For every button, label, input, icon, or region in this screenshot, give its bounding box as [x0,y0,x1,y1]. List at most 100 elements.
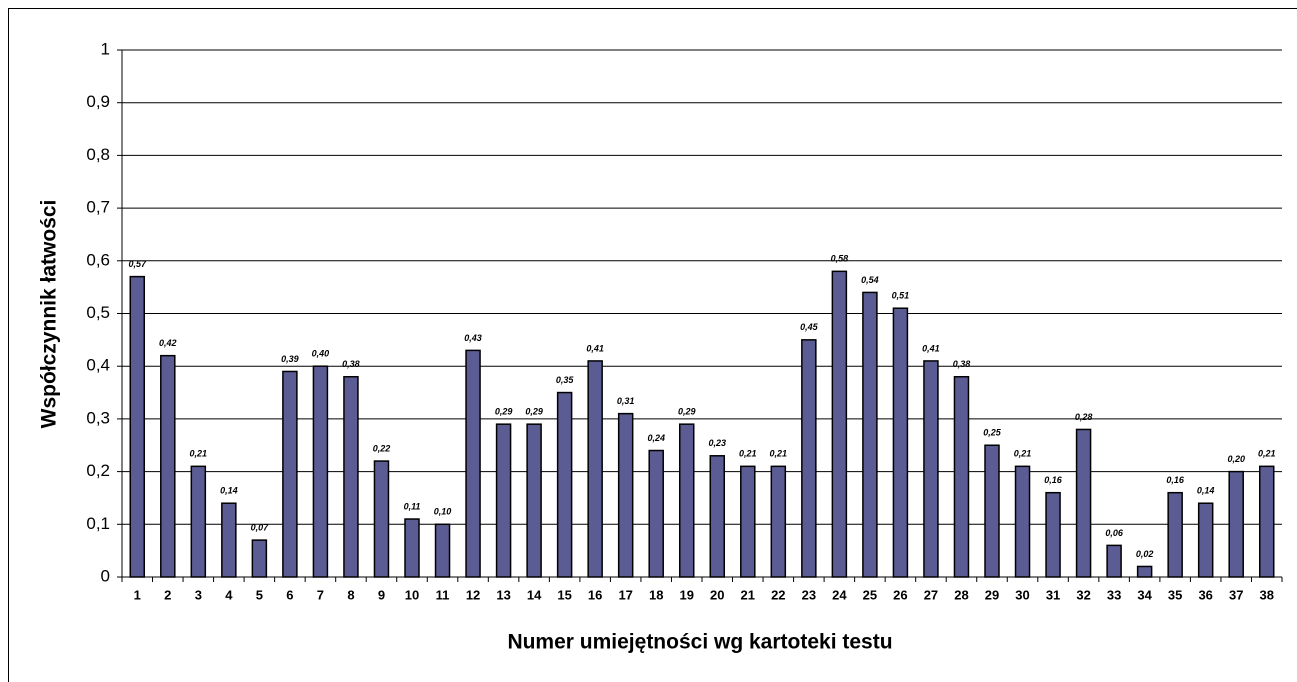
value-label: 0,29 [525,407,543,417]
bar [923,360,939,578]
x-tick-label: 1 [134,587,141,602]
value-label: 0,14 [1197,486,1215,496]
value-label: 0,21 [190,449,208,459]
x-tick-label: 24 [832,587,847,602]
value-label: 0,54 [861,275,879,285]
x-tick-label: 22 [771,587,785,602]
y-tick-label: 1 [101,39,110,58]
x-tick-label: 34 [1137,587,1152,602]
bar [373,460,390,578]
bar [1228,470,1244,578]
y-tick-label: 0,6 [86,250,110,269]
value-label: 0,14 [220,486,238,496]
y-tick-label: 0,2 [86,461,110,480]
value-label: 0,43 [464,333,482,343]
value-label: 0,28 [1075,412,1093,422]
x-tick-label: 19 [680,587,694,602]
bar [801,339,817,578]
value-label: 0,23 [708,438,726,448]
value-label: 0,21 [1014,449,1032,459]
x-tick-label: 26 [893,587,907,602]
bar [129,275,146,578]
value-label: 0,21 [739,449,757,459]
value-label: 0,21 [1258,449,1276,459]
x-tick-label: 36 [1198,587,1212,602]
x-tick-label: 30 [1015,587,1029,602]
bar [1258,465,1275,578]
x-tick-label: 8 [347,587,354,602]
x-tick-label: 6 [286,587,293,602]
x-tick-label: 31 [1046,587,1060,602]
value-label: 0,58 [831,254,849,264]
value-label: 0,29 [495,407,513,417]
bar [709,455,726,578]
value-label: 0,31 [617,396,635,406]
bar [740,465,756,578]
y-tick-label: 0,9 [86,92,110,111]
bar [526,423,542,578]
x-tick-label: 11 [436,587,450,602]
value-label: 0,38 [342,359,360,369]
x-tick-label: 4 [225,587,233,602]
value-label: 0,41 [586,343,604,353]
value-label: 0,42 [159,338,177,348]
x-tick-label: 32 [1076,587,1090,602]
x-tick-label: 20 [710,587,724,602]
x-tick-label: 10 [405,587,419,602]
bar [190,465,207,578]
y-tick-label: 0,7 [86,198,110,217]
value-label: 0,25 [983,428,1002,438]
y-tick-label: 0,8 [86,145,110,164]
x-tick-label: 29 [985,587,999,602]
y-tick-label: 0,5 [86,303,110,322]
bar [404,518,420,578]
y-axis-title: Współczynnik łatwości [38,200,61,429]
bar [465,349,481,578]
y-tick-label: 0,3 [86,408,110,427]
value-label: 0,29 [678,407,696,417]
value-label: 0,06 [1105,528,1124,538]
bar [160,354,176,578]
value-label: 0,24 [647,433,665,443]
bar [282,370,298,578]
x-tick-label: 27 [924,587,938,602]
value-label: 0,41 [922,343,940,353]
bar [892,307,909,578]
bar [953,375,970,578]
bar [617,412,634,578]
bar [648,449,664,578]
x-tick-label: 5 [256,587,263,602]
bar [221,502,237,578]
bar [587,360,603,578]
x-tick-label: 2 [164,587,171,602]
bar [556,391,573,578]
chart-frame [8,8,1297,682]
x-tick-label: 28 [954,587,968,602]
y-tick-label: 0 [101,566,110,585]
x-tick-label: 15 [557,587,571,602]
y-tick-label: 0,1 [86,514,110,533]
bar [831,270,848,578]
bar [1075,428,1092,578]
x-tick-label: 18 [649,587,663,602]
value-label: 0,40 [312,349,330,359]
bar [434,523,451,578]
value-label: 0,02 [1136,549,1154,559]
bar [251,539,268,578]
value-label: 0,07 [251,522,270,532]
x-tick-label: 3 [195,587,202,602]
value-label: 0,39 [281,354,299,364]
bar [1167,491,1183,578]
x-tick-label: 37 [1229,587,1243,602]
value-label: 0,20 [1227,454,1245,464]
value-label: 0,10 [434,507,452,517]
bar [1136,565,1153,578]
bar [678,423,695,578]
x-tick-label: 13 [496,587,510,602]
bar [1045,491,1061,578]
x-tick-label: 14 [527,587,542,602]
value-label: 0,35 [556,375,575,385]
x-tick-label: 17 [618,587,632,602]
